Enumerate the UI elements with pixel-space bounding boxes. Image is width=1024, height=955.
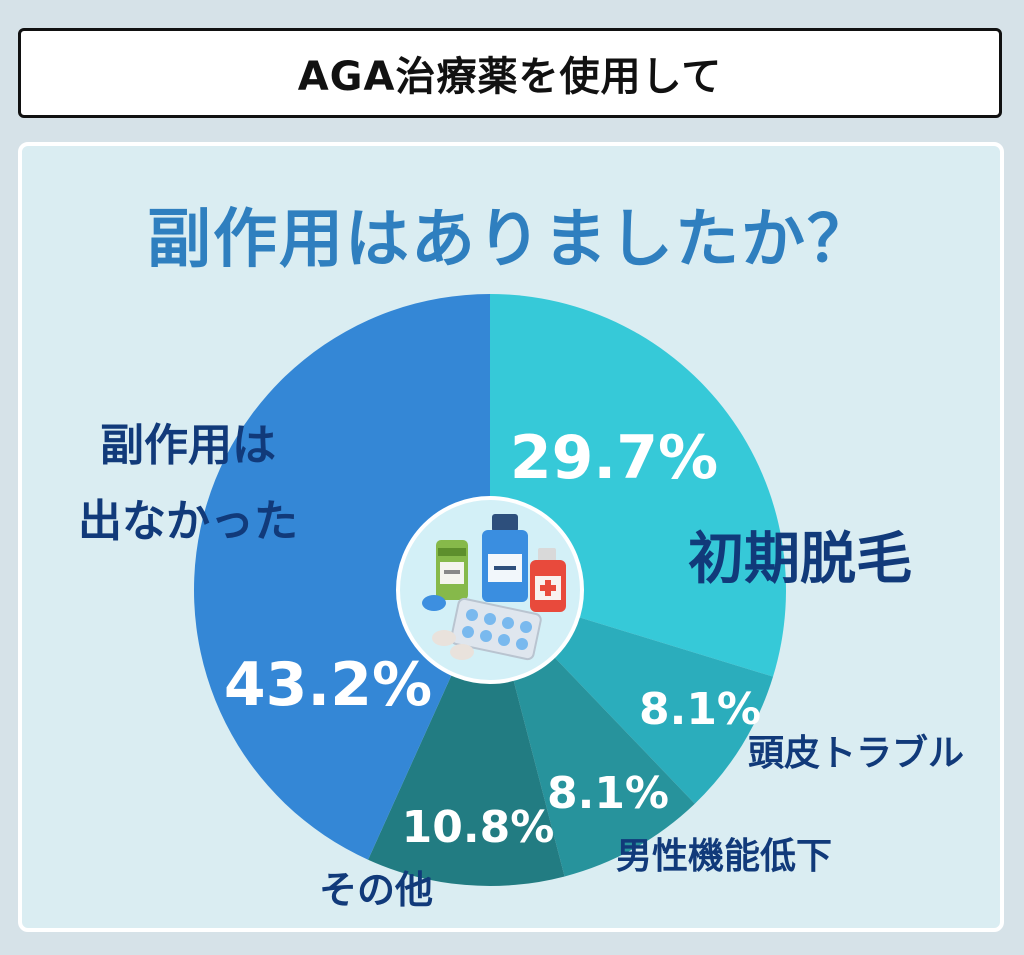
chart-question-title: 副作用はありましたか？: [147, 203, 873, 277]
header-title: AGA治療薬を使用して: [297, 54, 723, 100]
slice-category-label: その他: [319, 868, 433, 912]
pie-slice: [193, 294, 491, 860]
slice-value-label: 29.7%: [510, 423, 718, 493]
blister-pack-icon: [450, 597, 542, 661]
slice-category-label: 男性機能低下: [616, 836, 832, 877]
slice-category-label: 頭皮トラブル: [748, 732, 964, 774]
slice-value-label: 43.2%: [224, 650, 432, 720]
pie-slice: [368, 590, 565, 887]
header-box: AGA治療薬を使用して: [18, 28, 1002, 118]
slice-category-label: 初期脱毛: [688, 527, 912, 592]
slice-category-label: 副作用は: [100, 420, 276, 471]
green-bottle-icon: [436, 540, 468, 600]
blue-bottle-icon: [482, 514, 528, 602]
pill-icon: [432, 630, 456, 646]
center-medicine-illustration: [396, 496, 584, 684]
red-bottle-icon: [530, 548, 566, 612]
slice-value-label: 8.1%: [639, 684, 761, 735]
slice-value-label: 10.8%: [402, 802, 555, 853]
pill-icon: [450, 644, 474, 660]
slice-category-label: 出なかった: [78, 496, 298, 547]
pill-icon: [422, 595, 446, 611]
slice-value-label: 8.1%: [547, 768, 669, 819]
